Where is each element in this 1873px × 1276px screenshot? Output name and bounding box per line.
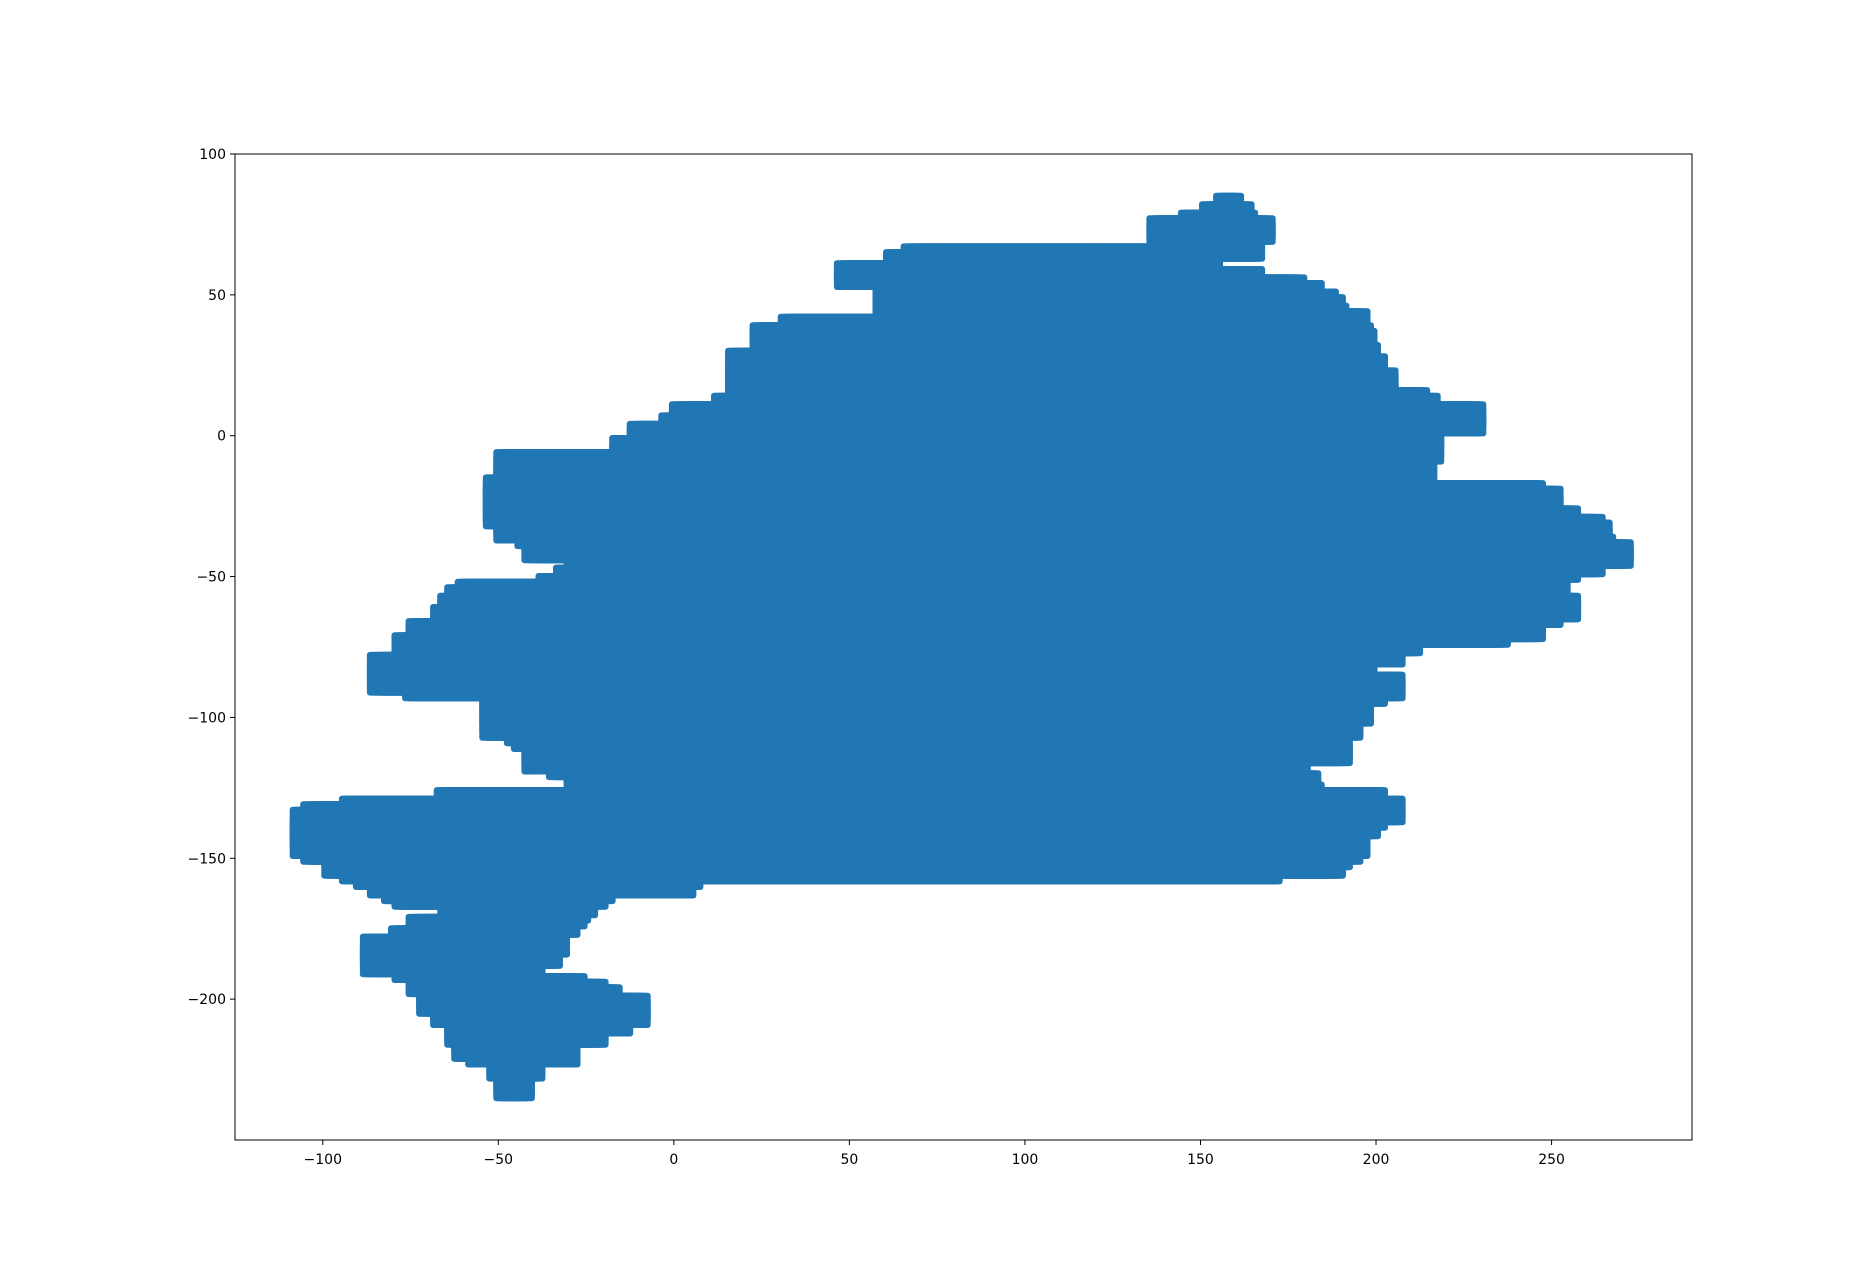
data-points — [289, 192, 1634, 1102]
data-point — [1241, 237, 1266, 262]
data-point — [1462, 412, 1487, 437]
